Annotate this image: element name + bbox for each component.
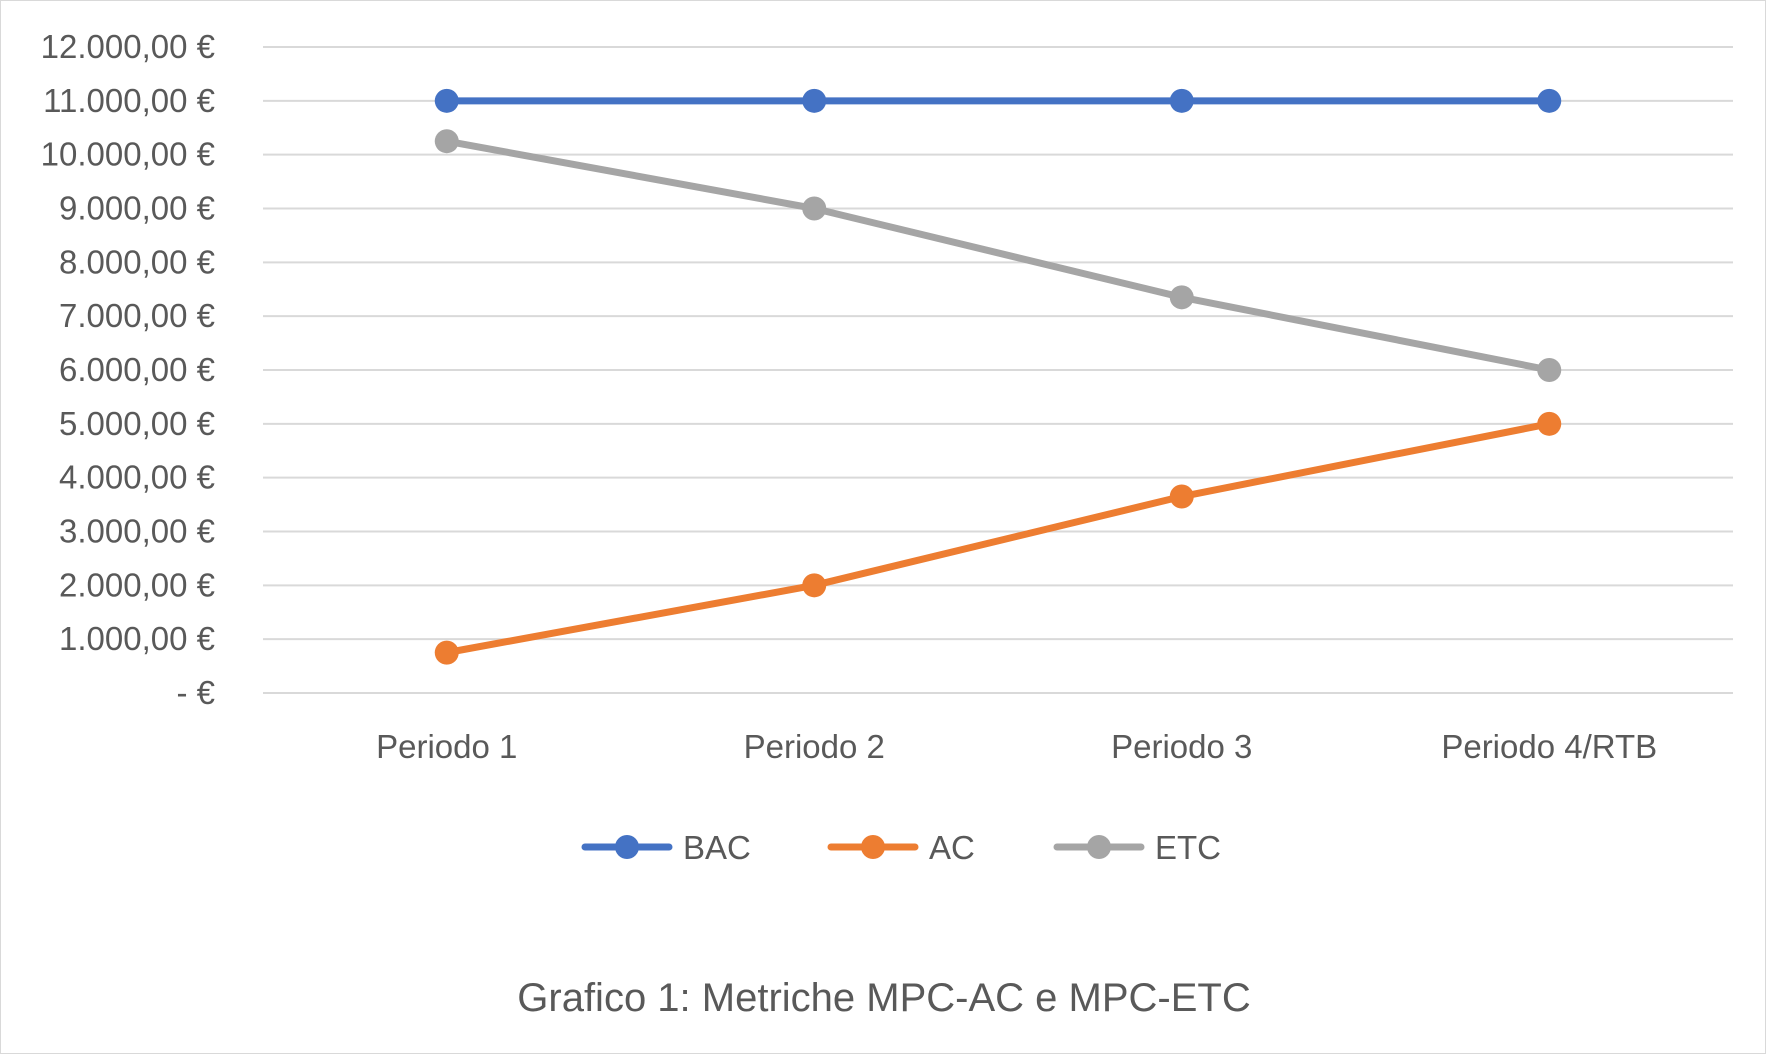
y-tick-label: 3.000,00 € bbox=[59, 513, 215, 550]
data-point-etc bbox=[1169, 285, 1194, 310]
y-tick-label: - € bbox=[176, 674, 215, 711]
legend-label-etc: ETC bbox=[1155, 829, 1221, 866]
y-tick-label: 12.000,00 € bbox=[41, 28, 215, 65]
data-point-bac bbox=[434, 88, 459, 113]
data-point-etc bbox=[434, 129, 459, 154]
data-point-ac bbox=[1169, 484, 1194, 509]
y-tick-label: 9.000,00 € bbox=[59, 190, 215, 227]
legend-marker-ac bbox=[861, 835, 885, 859]
data-point-bac bbox=[1169, 88, 1194, 113]
legend-label-ac: AC bbox=[929, 829, 975, 866]
y-tick-label: 1.000,00 € bbox=[59, 620, 215, 657]
x-tick-label: Periodo 2 bbox=[744, 728, 885, 765]
y-tick-label: 2.000,00 € bbox=[59, 566, 215, 603]
data-point-ac bbox=[802, 573, 827, 598]
y-tick-label: 11.000,00 € bbox=[43, 82, 215, 119]
x-tick-label: Periodo 4/RTB bbox=[1441, 728, 1657, 765]
y-tick-label: 6.000,00 € bbox=[59, 351, 215, 388]
chart-caption: Grafico 1: Metriche MPC-AC e MPC-ETC bbox=[517, 976, 1250, 1020]
x-tick-label: Periodo 3 bbox=[1111, 728, 1252, 765]
x-tick-label: Periodo 1 bbox=[376, 728, 517, 765]
data-point-ac bbox=[434, 640, 459, 665]
series-lines bbox=[434, 88, 1562, 665]
legend-label-bac: BAC bbox=[683, 829, 751, 866]
y-tick-label: 8.000,00 € bbox=[59, 243, 215, 280]
series-line-ac bbox=[443, 420, 1553, 657]
data-point-bac bbox=[802, 88, 827, 113]
y-tick-label: 4.000,00 € bbox=[59, 459, 215, 496]
legend-marker-bac bbox=[615, 835, 639, 859]
y-tick-label: 5.000,00 € bbox=[59, 405, 215, 442]
y-axis-ticks: - € 1.000,00 € 2.000,00 € 3.000,00 € 4.000,0… bbox=[41, 28, 215, 711]
data-point-etc bbox=[802, 196, 827, 221]
gridlines bbox=[263, 46, 1733, 694]
data-point-etc bbox=[1537, 358, 1562, 382]
y-tick-label: 10.000,00 € bbox=[41, 136, 215, 173]
data-point-ac bbox=[1537, 411, 1562, 436]
legend: BAC AC ETC bbox=[581, 829, 1221, 866]
legend-marker-etc bbox=[1087, 835, 1111, 859]
data-point-bac bbox=[1537, 88, 1562, 113]
y-tick-label: 7.000,00 € bbox=[59, 297, 215, 334]
series-line-etc bbox=[443, 137, 1553, 374]
x-axis-ticks: Periodo 1 Periodo 2 Periodo 3 Periodo 4/RTB bbox=[376, 728, 1657, 765]
